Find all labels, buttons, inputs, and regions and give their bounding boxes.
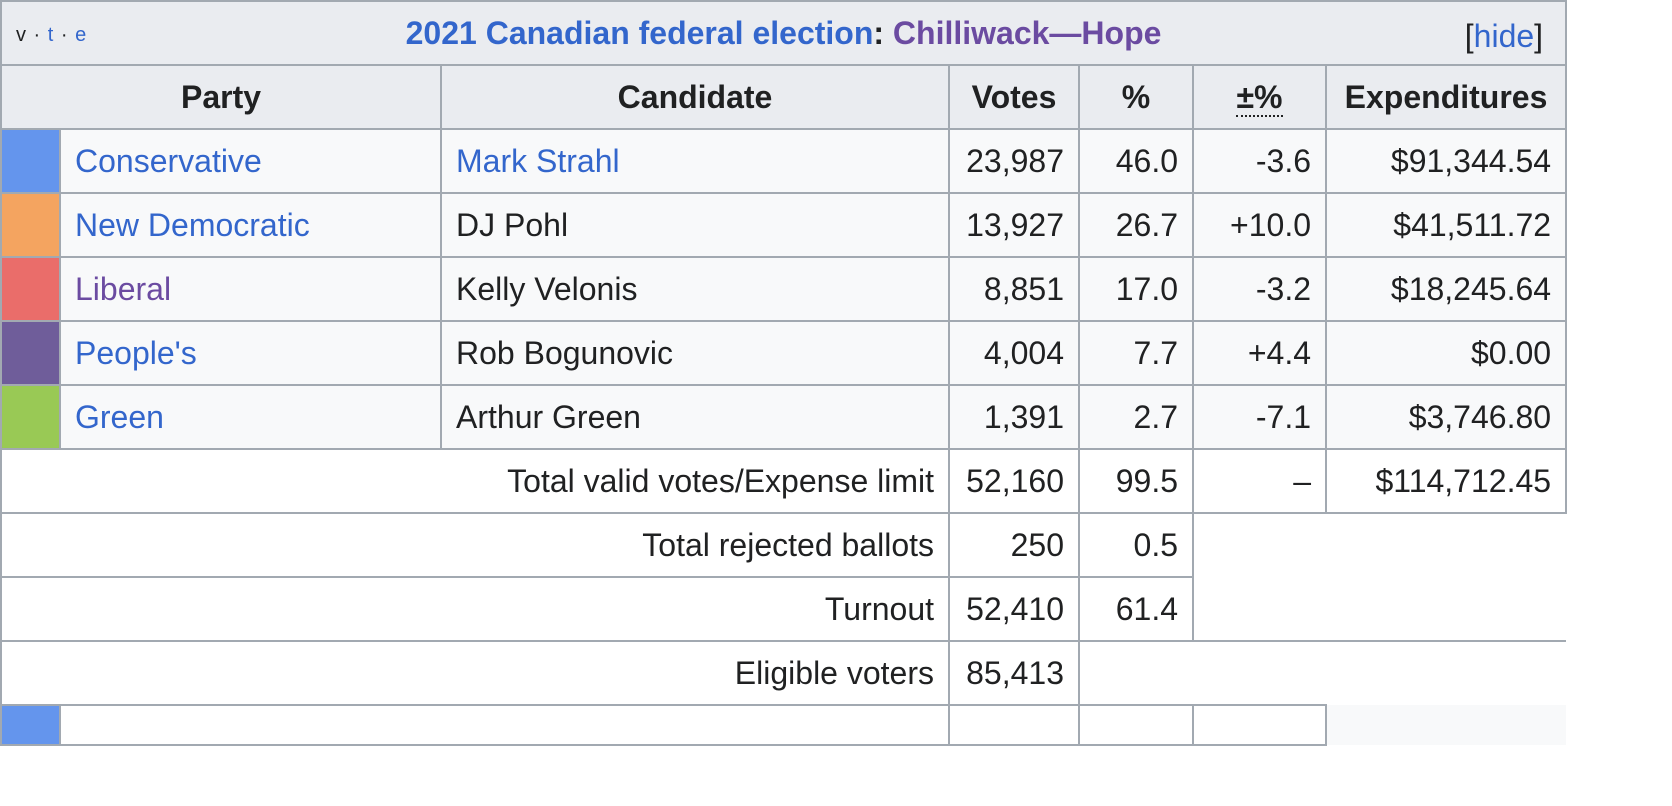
eligible-votes: 85,413: [948, 640, 1080, 706]
percent-cell: 2.7: [1078, 384, 1194, 450]
change-cell: +10.0: [1192, 192, 1327, 258]
partial-cell: [1192, 704, 1327, 746]
next-row-partial: [0, 704, 1567, 746]
party-name: People's: [59, 320, 442, 386]
votes-cell: 1,391: [948, 384, 1080, 450]
caption-cell: v · t · e 2021 Canadian federal election…: [0, 0, 1568, 66]
header-expenditures: Expenditures: [1324, 64, 1568, 130]
header-candidate: Candidate: [440, 64, 950, 130]
edit-link[interactable]: e: [75, 24, 88, 46]
party-name: New Democratic: [59, 192, 442, 258]
party-color-swatch: [0, 192, 61, 258]
header-party: Party: [0, 64, 442, 130]
candidate-row: People's Rob Bogunovic 4,004 7.7 +4.4 $0…: [0, 320, 1568, 386]
total-valid-percent: 99.5: [1078, 448, 1194, 514]
turnout-row: Turnout 52,410 61.4: [0, 576, 1567, 642]
votes-cell: 23,987: [948, 128, 1080, 194]
candidate-link[interactable]: Mark Strahl: [456, 142, 620, 179]
header-row: Party Candidate Votes % ±% Expenditures: [0, 64, 1568, 130]
change-cell: +4.4: [1192, 320, 1327, 386]
percent-cell: 26.7: [1078, 192, 1194, 258]
change-abbr[interactable]: ±%: [1236, 78, 1283, 117]
change-cell: -7.1: [1192, 384, 1327, 450]
expenditures-cell: $91,344.54: [1324, 128, 1568, 194]
header-change: ±%: [1192, 64, 1327, 130]
party-link[interactable]: Conservative: [75, 142, 262, 179]
empty-cell: [1193, 577, 1567, 641]
empty-cell: [1077, 640, 1567, 705]
party-name: Conservative: [59, 128, 442, 194]
empty-cell: [1191, 512, 1567, 577]
rejected-percent: 0.5: [1078, 512, 1194, 578]
candidate-name: Rob Bogunovic: [440, 320, 950, 386]
candidate-name: Kelly Velonis: [440, 256, 950, 322]
navbox-links: v · t · e: [16, 24, 88, 46]
rejected-votes: 250: [948, 512, 1080, 578]
election-link[interactable]: 2021 Canadian federal election: [405, 14, 874, 51]
header-votes: Votes: [948, 64, 1080, 130]
table-title: 2021 Canadian federal election: Chilliwa…: [16, 15, 1551, 52]
eligible-row: Eligible voters 85,413: [0, 640, 1567, 706]
total-valid-row: Total valid votes/Expense limit 52,160 9…: [0, 448, 1568, 514]
party-color-swatch: [0, 320, 61, 386]
hide-toggle: [hide]: [1464, 18, 1544, 54]
change-cell: -3.6: [1192, 128, 1327, 194]
change-cell: -3.2: [1192, 256, 1327, 322]
turnout-label: Turnout: [0, 576, 950, 642]
partial-cell: [59, 704, 950, 746]
expenditures-cell: $0.00: [1324, 320, 1568, 386]
election-results-table: v · t · e 2021 Canadian federal election…: [0, 0, 1568, 746]
candidate-row: Green Arthur Green 1,391 2.7 -7.1 $3,746…: [0, 384, 1568, 450]
party-link[interactable]: Green: [75, 398, 164, 435]
party-color-swatch-partial: [0, 704, 61, 746]
partial-cell: [1078, 704, 1194, 746]
empty-cell: [1326, 705, 1567, 745]
candidate-row: New Democratic DJ Pohl 13,927 26.7 +10.0…: [0, 192, 1568, 258]
expenditures-cell: $3,746.80: [1324, 384, 1568, 450]
party-name: Liberal: [59, 256, 442, 322]
candidate-row: Liberal Kelly Velonis 8,851 17.0 -3.2 $1…: [0, 256, 1568, 322]
riding-link[interactable]: Chilliwack—Hope: [892, 14, 1162, 51]
partial-cell: [948, 704, 1080, 746]
candidate-name: Mark Strahl: [440, 128, 950, 194]
view-link[interactable]: v: [16, 24, 27, 46]
header-percent: %: [1078, 64, 1194, 130]
turnout-percent: 61.4: [1078, 576, 1194, 642]
party-color-swatch: [0, 128, 61, 194]
candidate-name: DJ Pohl: [440, 192, 950, 258]
votes-cell: 13,927: [948, 192, 1080, 258]
percent-cell: 17.0: [1078, 256, 1194, 322]
rejected-row: Total rejected ballots 250 0.5: [0, 512, 1567, 578]
party-link[interactable]: New Democratic: [75, 206, 310, 243]
votes-cell: 8,851: [948, 256, 1080, 322]
expense-limit: $114,712.45: [1324, 448, 1568, 514]
party-link[interactable]: Liberal: [75, 270, 172, 307]
total-valid-label: Total valid votes/Expense limit: [0, 448, 950, 514]
hide-button[interactable]: hide: [1473, 18, 1535, 54]
party-link[interactable]: People's: [75, 334, 197, 371]
turnout-votes: 52,410: [948, 576, 1080, 642]
candidate-row: Conservative Mark Strahl 23,987 46.0 -3.…: [0, 128, 1568, 194]
total-valid-change: –: [1192, 448, 1327, 514]
eligible-label: Eligible voters: [0, 640, 950, 706]
party-color-swatch: [0, 256, 61, 322]
candidate-name: Arthur Green: [440, 384, 950, 450]
party-color-swatch: [0, 384, 61, 450]
party-name: Green: [59, 384, 442, 450]
expenditures-cell: $18,245.64: [1324, 256, 1568, 322]
percent-cell: 7.7: [1078, 320, 1194, 386]
total-valid-votes: 52,160: [948, 448, 1080, 514]
percent-cell: 46.0: [1078, 128, 1194, 194]
title-colon: :: [873, 14, 885, 51]
votes-cell: 4,004: [948, 320, 1080, 386]
rejected-label: Total rejected ballots: [0, 512, 950, 578]
talk-link[interactable]: t: [47, 24, 55, 46]
caption-row: v · t · e 2021 Canadian federal election…: [0, 0, 1568, 66]
expenditures-cell: $41,511.72: [1324, 192, 1568, 258]
